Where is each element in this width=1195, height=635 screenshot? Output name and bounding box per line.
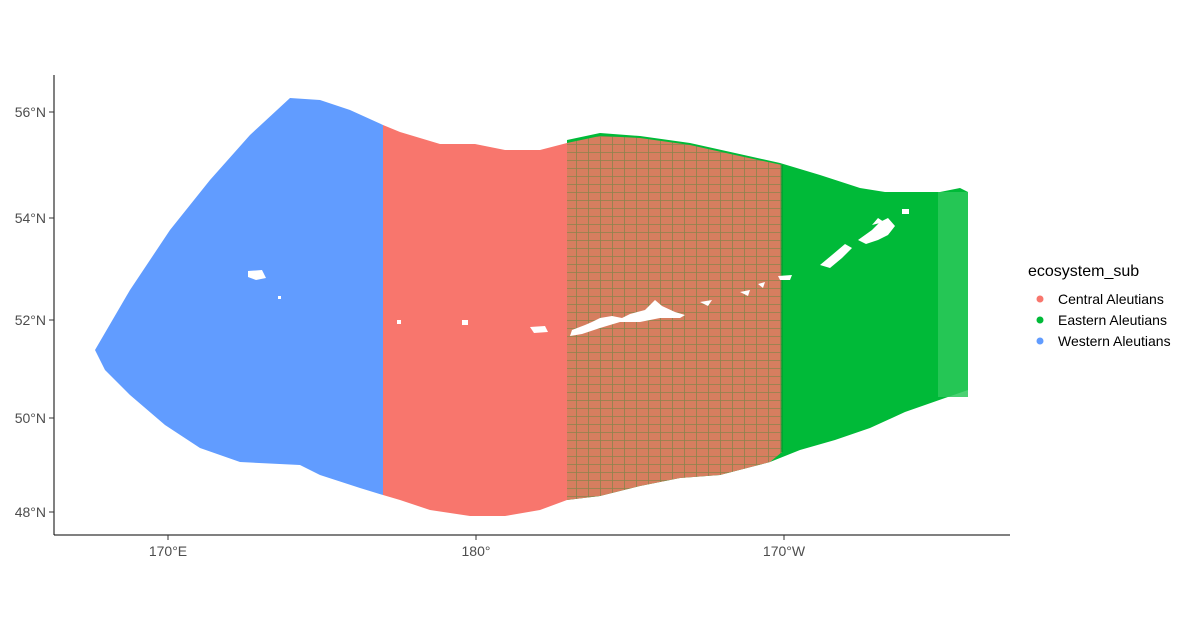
y-tick-label-56: 56°N xyxy=(15,104,46,120)
legend-key-eastern xyxy=(1036,316,1044,324)
region-central-aleutians xyxy=(383,125,567,516)
legend-title: ecosystem_sub xyxy=(1028,263,1139,280)
legend: ecosystem_sub Central Aleutians Eastern … xyxy=(1028,263,1171,349)
y-ticks: 56°N 54°N 52°N 50°N 48°N xyxy=(15,104,54,520)
y-tick-label-48: 48°N xyxy=(15,504,46,520)
y-tick-label-50: 50°N xyxy=(15,410,46,426)
region-eastern-strip xyxy=(938,192,968,397)
region-western-aleutians xyxy=(95,98,383,495)
legend-key-central xyxy=(1036,295,1044,303)
island-holes xyxy=(248,209,909,336)
legend-label-western: Western Aleutians xyxy=(1058,333,1171,349)
map-regions xyxy=(95,98,968,516)
y-tick-label-52: 52°N xyxy=(15,312,46,328)
x-tick-label-170w: 170°W xyxy=(763,543,806,559)
legend-label-central: Central Aleutians xyxy=(1058,291,1164,307)
x-ticks: 170°E 180° 170°W xyxy=(149,535,806,559)
y-tick-label-54: 54°N xyxy=(15,210,46,226)
axes: 56°N 54°N 52°N 50°N 48°N 170°E 180° 170°… xyxy=(15,75,1010,559)
x-tick-label-170e: 170°E xyxy=(149,543,187,559)
legend-label-eastern: Eastern Aleutians xyxy=(1058,312,1167,328)
legend-key-western xyxy=(1036,337,1044,345)
x-tick-label-180: 180° xyxy=(462,543,491,559)
